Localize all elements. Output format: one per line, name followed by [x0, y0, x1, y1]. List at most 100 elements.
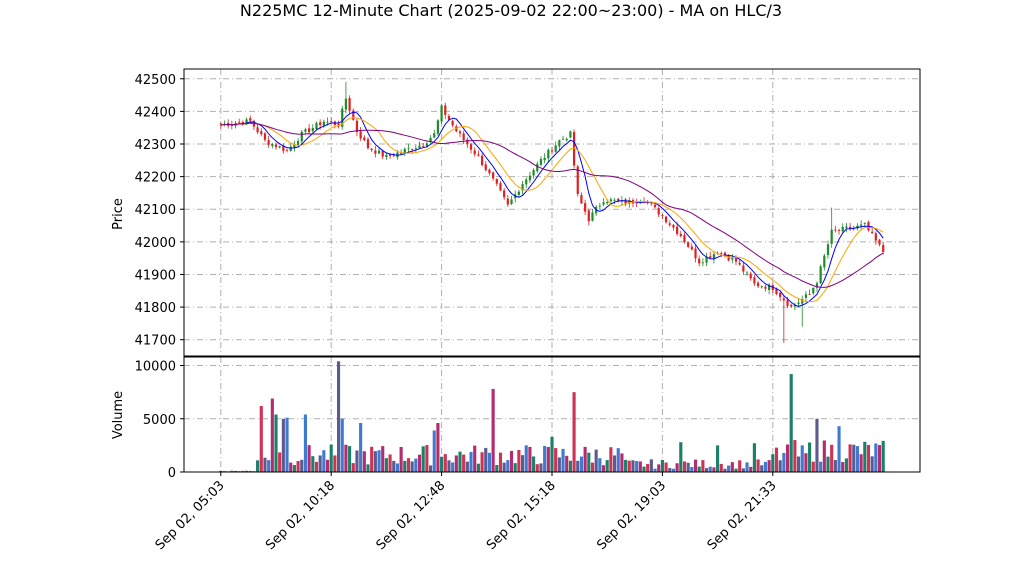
volume-bar: [708, 466, 712, 472]
volume-bar: [491, 388, 495, 472]
candle-body: [539, 158, 543, 165]
volume-bar: [314, 461, 319, 472]
candle-body: [296, 140, 300, 146]
candle-body: [635, 202, 638, 204]
candle-body: [878, 239, 881, 245]
candle-body: [278, 146, 281, 148]
candle-body: [727, 255, 730, 261]
volume-bar: [800, 445, 804, 472]
candle-body: [466, 139, 469, 145]
volume-bar: [289, 462, 293, 472]
volume-bar: [833, 459, 837, 472]
candle-body: [613, 199, 616, 201]
volume-bar: [815, 418, 819, 472]
candle-body: [812, 287, 815, 294]
candle-body: [506, 198, 509, 205]
candle-body: [624, 199, 627, 205]
moving-average-line: [220, 111, 884, 307]
volume-bar: [576, 460, 580, 472]
candle-body: [558, 140, 561, 147]
volume-bar: [583, 446, 587, 472]
volume-bar: [539, 463, 543, 472]
candle-body: [451, 120, 454, 126]
x-tick-label: Sep 02, 12:48: [374, 478, 449, 553]
candle-body: [492, 172, 495, 179]
volume-bar: [256, 460, 260, 472]
volume-bar: [241, 470, 245, 472]
volume-bar: [712, 467, 716, 472]
candle-body: [745, 272, 749, 274]
candle-body: [841, 226, 844, 232]
volume-bar: [793, 440, 797, 472]
candle-body: [598, 205, 601, 207]
candle-body: [738, 262, 741, 265]
moving-average-line: [220, 116, 884, 303]
volume-bar: [826, 456, 830, 472]
candle-body: [628, 200, 631, 204]
volume-bar: [716, 445, 720, 472]
candle-body: [260, 131, 263, 135]
volume-bar: [653, 468, 657, 472]
volume-bar: [377, 450, 381, 472]
volume-bar: [432, 430, 436, 472]
volume-bar: [561, 448, 565, 472]
volume-bar: [874, 443, 878, 472]
volume-bar: [741, 468, 745, 472]
candle-body: [330, 120, 333, 122]
volume-bar: [594, 449, 598, 472]
volume-bar: [473, 445, 477, 472]
candle-body: [561, 138, 565, 140]
volume-bar: [498, 452, 503, 472]
volume-bar: [362, 451, 366, 472]
volume-bar: [649, 459, 653, 472]
candle-body: [341, 108, 344, 127]
volume-y-ticks: 0 5000 10000: [135, 360, 184, 481]
volume-bar: [480, 452, 484, 472]
candle-body: [532, 170, 535, 176]
candle-body: [469, 144, 473, 150]
candle-body: [521, 184, 524, 191]
volume-bar: [263, 457, 267, 472]
volume-bar: [627, 460, 631, 472]
candle-body: [760, 286, 763, 288]
volume-bar: [476, 463, 480, 472]
volume-bar: [697, 466, 701, 472]
volume-bar: [841, 462, 845, 472]
candle-body: [687, 242, 690, 247]
candle-body: [742, 265, 745, 272]
candle-body: [293, 144, 296, 148]
volume-bar: [557, 457, 561, 472]
candle-body: [837, 230, 841, 231]
volume-bar: [612, 455, 617, 472]
candle-body: [801, 299, 804, 304]
volume-bar: [679, 442, 683, 472]
volume-bar: [738, 460, 742, 472]
volume-bar: [870, 456, 874, 472]
volume-bar: [528, 446, 532, 472]
candle-body: [882, 245, 885, 252]
candle-body: [403, 149, 406, 154]
candle-body: [602, 202, 605, 205]
volume-bar: [495, 465, 499, 472]
volume-bar: [778, 460, 782, 472]
volume-bar: [598, 458, 602, 472]
candle-body: [653, 204, 657, 208]
candle-body: [499, 183, 502, 191]
x-tick-label: Sep 02, 19:03: [594, 478, 669, 553]
candle-body: [374, 150, 377, 154]
candle-body: [701, 262, 704, 264]
volume-tick-label: 10000: [135, 360, 176, 375]
volume-bar: [554, 448, 558, 472]
x-ticks: Sep 02, 05:03 Sep 02, 10:18 Sep 02, 12:48 S…: [153, 472, 780, 553]
candle-body: [705, 256, 708, 263]
candle-body: [543, 157, 546, 161]
candle-body: [565, 138, 568, 141]
volume-bar: [233, 470, 238, 472]
candle-body: [815, 283, 819, 288]
volume-bar: [278, 452, 282, 472]
candle-body: [263, 133, 267, 140]
candle-body: [385, 154, 388, 158]
volume-bar: [844, 458, 848, 472]
volume-bar: [267, 460, 271, 472]
volume-bar: [774, 447, 779, 472]
